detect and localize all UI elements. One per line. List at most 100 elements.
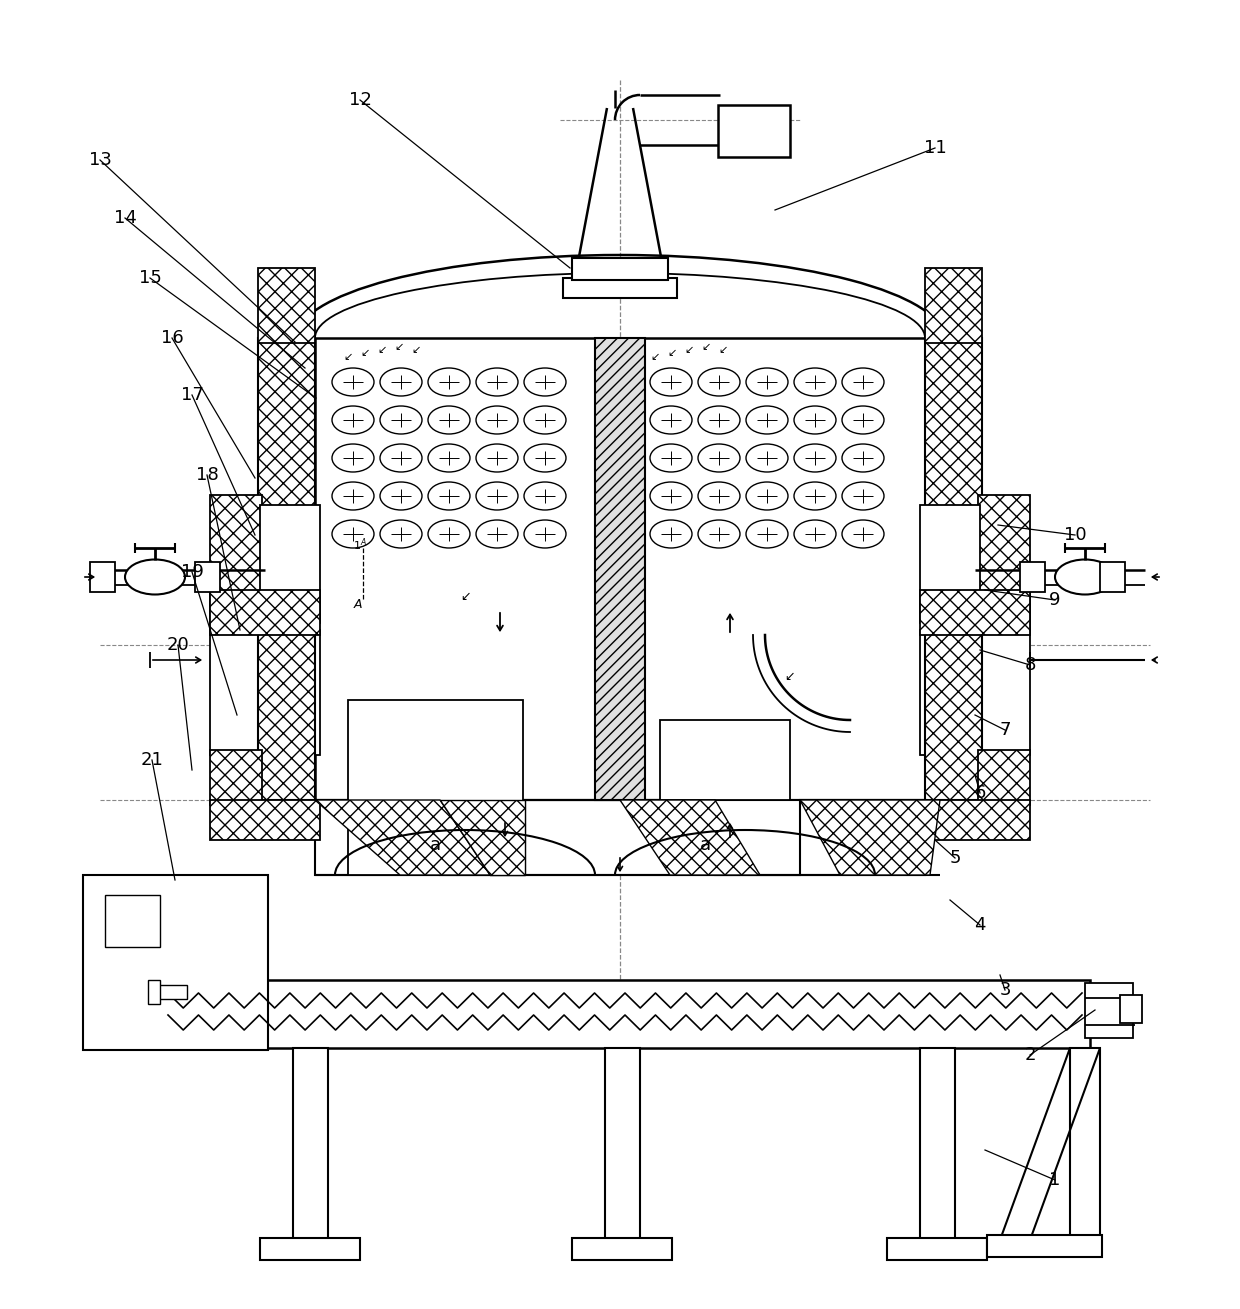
Ellipse shape (650, 444, 692, 473)
Ellipse shape (842, 482, 884, 511)
Polygon shape (620, 800, 760, 874)
Ellipse shape (428, 444, 470, 473)
Bar (595, 338, 645, 800)
Bar (987, 1234, 1102, 1257)
Ellipse shape (525, 520, 565, 548)
Ellipse shape (698, 520, 740, 548)
Ellipse shape (428, 520, 470, 548)
Text: 15: 15 (139, 270, 161, 287)
Text: 5: 5 (950, 850, 961, 867)
Bar (978, 495, 1030, 630)
Ellipse shape (379, 444, 422, 473)
Ellipse shape (476, 406, 518, 435)
Text: 1: 1 (1049, 1172, 1060, 1189)
Bar (563, 278, 677, 298)
Text: 8: 8 (1024, 656, 1035, 674)
Bar (1021, 562, 1045, 592)
Bar (210, 495, 262, 630)
Ellipse shape (525, 444, 565, 473)
Text: ↙: ↙ (785, 670, 795, 683)
Ellipse shape (746, 482, 787, 511)
Text: 10: 10 (1064, 526, 1086, 545)
Bar (210, 590, 320, 635)
Bar (718, 105, 790, 157)
Ellipse shape (698, 482, 740, 511)
Ellipse shape (476, 444, 518, 473)
Text: ↙: ↙ (684, 346, 693, 355)
Ellipse shape (746, 368, 787, 397)
Bar (572, 258, 668, 280)
Bar (155, 984, 187, 999)
Bar (258, 268, 315, 343)
Text: $A$: $A$ (353, 597, 363, 610)
Ellipse shape (650, 368, 692, 397)
Polygon shape (315, 800, 490, 874)
Bar (925, 268, 982, 343)
Text: 3: 3 (999, 980, 1011, 999)
Ellipse shape (794, 520, 836, 548)
Bar (978, 750, 1030, 805)
Bar (1120, 995, 1142, 1024)
Ellipse shape (698, 444, 740, 473)
Bar (91, 562, 115, 592)
Text: ↙: ↙ (667, 348, 677, 357)
Ellipse shape (428, 406, 470, 435)
Ellipse shape (379, 482, 422, 511)
Ellipse shape (525, 368, 565, 397)
Text: 7: 7 (999, 721, 1011, 740)
Ellipse shape (842, 406, 884, 435)
Bar (920, 590, 1030, 635)
Ellipse shape (698, 406, 740, 435)
Bar (920, 630, 1030, 755)
Ellipse shape (332, 482, 374, 511)
Text: ↙: ↙ (702, 342, 711, 352)
Bar (83, 874, 268, 1050)
Text: ↙: ↙ (361, 348, 370, 357)
Text: a: a (699, 836, 711, 853)
Ellipse shape (650, 520, 692, 548)
Ellipse shape (332, 520, 374, 548)
Bar (293, 1049, 329, 1247)
Bar (920, 505, 980, 623)
Bar (315, 338, 925, 800)
Ellipse shape (842, 444, 884, 473)
Text: 20: 20 (166, 636, 190, 654)
Polygon shape (440, 800, 525, 874)
Bar (1085, 983, 1133, 1038)
Bar (348, 700, 523, 874)
Ellipse shape (794, 406, 836, 435)
Polygon shape (620, 800, 940, 874)
Ellipse shape (476, 368, 518, 397)
Text: 16: 16 (161, 329, 184, 347)
Ellipse shape (1055, 559, 1115, 594)
Bar (105, 895, 160, 946)
Bar (572, 1238, 672, 1261)
Bar (925, 338, 982, 800)
Ellipse shape (794, 368, 836, 397)
Text: 6: 6 (975, 784, 986, 802)
Text: ↙: ↙ (343, 352, 352, 363)
Bar (887, 1238, 987, 1261)
Ellipse shape (842, 368, 884, 397)
Bar (260, 505, 320, 623)
Text: 12: 12 (348, 92, 372, 109)
Ellipse shape (332, 444, 374, 473)
Polygon shape (315, 800, 620, 874)
Ellipse shape (525, 482, 565, 511)
Ellipse shape (746, 406, 787, 435)
Text: 14: 14 (114, 209, 136, 226)
Ellipse shape (794, 444, 836, 473)
Bar (315, 800, 925, 874)
Bar (210, 630, 320, 755)
Bar (210, 800, 320, 840)
Ellipse shape (332, 406, 374, 435)
Text: 4: 4 (975, 916, 986, 935)
Text: 19: 19 (181, 563, 203, 581)
Polygon shape (800, 800, 940, 874)
Bar (920, 1049, 955, 1247)
Text: ↙: ↙ (412, 346, 420, 355)
Bar (1100, 562, 1125, 592)
Bar (195, 562, 219, 592)
Ellipse shape (842, 520, 884, 548)
Text: 11: 11 (924, 139, 946, 157)
